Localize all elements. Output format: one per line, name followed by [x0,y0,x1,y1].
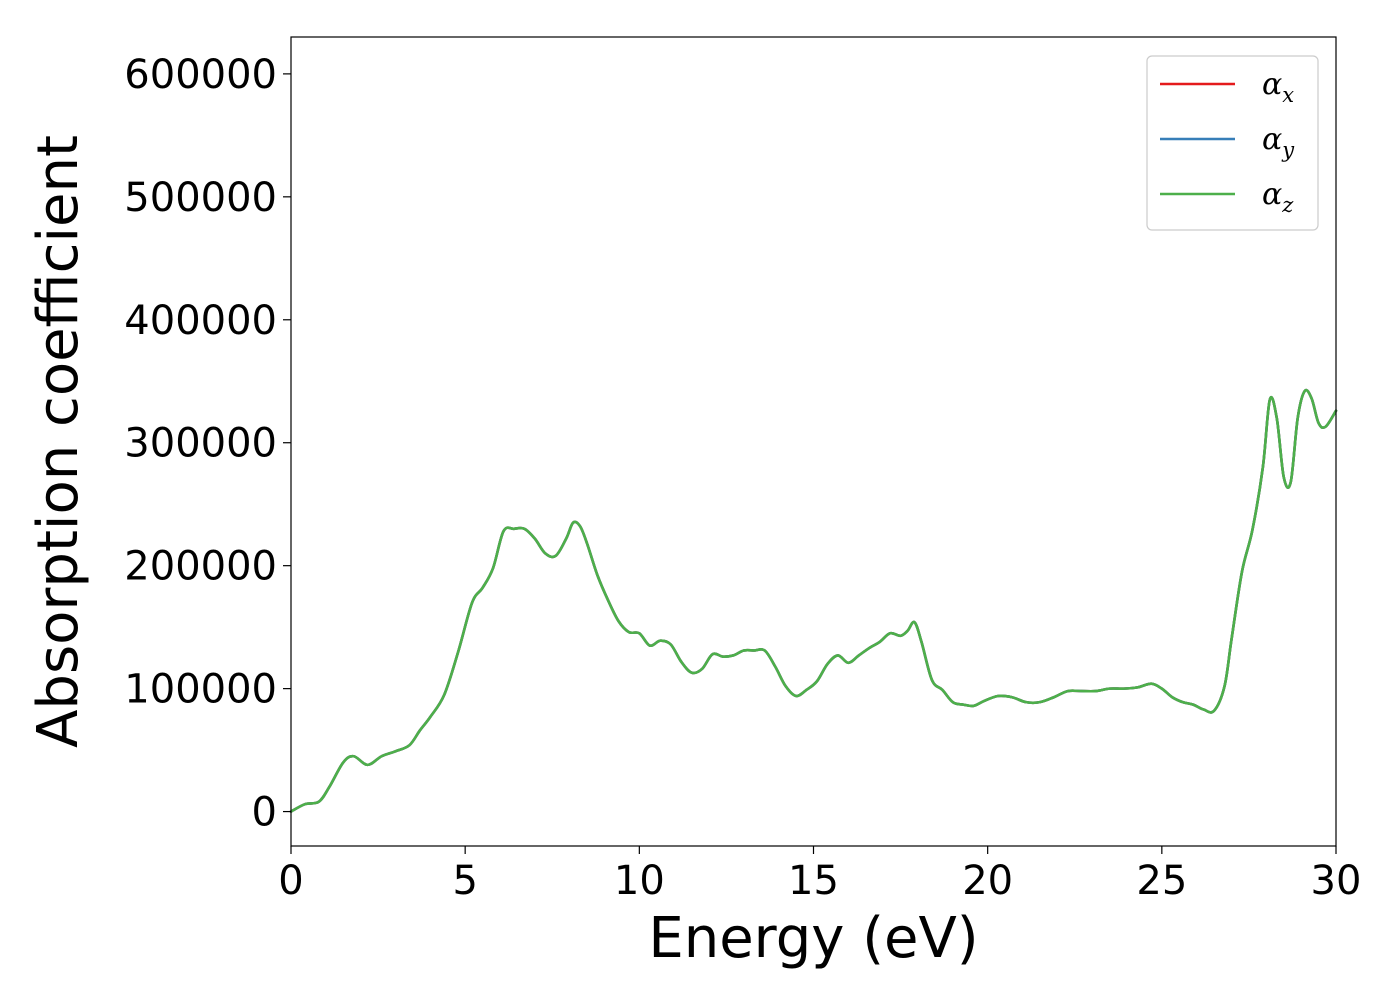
x-axis-label: Energy (eV) [648,906,978,971]
y-tick-label: 500000 [124,175,277,221]
x-axis: 0 5 10 15 20 25 30 [278,846,1361,904]
y-tick-label: 0 [252,790,277,836]
series-line-x [289,388,1338,813]
legend-label: αy [1262,122,1295,162]
x-tick-label: 10 [614,858,665,904]
legend-label: αx [1262,67,1294,107]
x-tick-label: 25 [1136,858,1187,904]
x-tick-label: 30 [1311,858,1362,904]
y-tick-label: 100000 [124,667,277,713]
series-line-y [289,388,1338,813]
series-layer [289,388,1338,813]
legend-entry-y: αy [1160,122,1295,162]
y-tick-label: 400000 [124,298,277,344]
legend-entry-z: αz [1160,177,1294,217]
x-tick-label: 15 [788,858,839,904]
y-tick-label: 600000 [124,52,277,98]
legend-label: αz [1262,177,1294,217]
legend: αx αy αz [1146,55,1319,231]
series-line-z [289,388,1338,813]
x-tick-label: 20 [962,858,1013,904]
y-tick-label: 300000 [124,421,277,467]
legend-box [1146,55,1319,231]
y-tick-label: 200000 [124,544,277,590]
x-tick-label: 5 [452,858,477,904]
x-tick-label: 0 [278,858,303,904]
y-axis: 0 100000 200000 300000 400000 500000 600000 [124,52,291,836]
y-axis-label: Absorption coefficient [26,135,91,748]
legend-entry-x: αx [1160,67,1294,107]
